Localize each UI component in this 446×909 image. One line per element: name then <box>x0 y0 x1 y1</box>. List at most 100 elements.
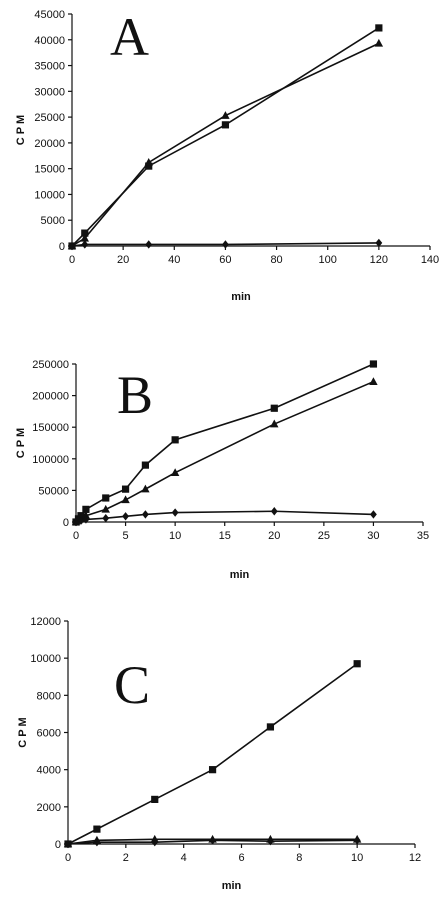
data-point-diamond <box>370 510 377 519</box>
y-tick-label: 25000 <box>34 112 65 124</box>
y-tick-label: 200000 <box>32 391 69 403</box>
x-tick-label: 20 <box>117 254 129 266</box>
y-axis-label: C P M <box>15 115 27 145</box>
series-line <box>67 839 358 845</box>
chart-panel-a: 0 5000 10000 15000 20000 25000 30000 35000 40000… <box>15 7 439 303</box>
series-line <box>67 663 358 845</box>
y-tick-label: 35000 <box>34 61 65 73</box>
x-axis-label: min <box>230 569 250 581</box>
x-tick-label: 12 <box>409 852 421 864</box>
chart-panel-b: 0 50000 100000 150000 200000 250000 0 5 10 15 20 25… <box>15 359 429 581</box>
data-point-diamond <box>151 837 159 847</box>
y-tick-label: 10000 <box>30 653 61 665</box>
data-point-diamond <box>171 508 179 517</box>
series-diamond <box>72 507 377 527</box>
panel-letter: B <box>117 365 153 425</box>
y-tick-label: 8000 <box>37 690 61 702</box>
x-tick-label: 15 <box>219 530 231 542</box>
data-point-triangle <box>101 504 110 513</box>
chart-panel-c: 0 2000 4000 6000 8000 10000 12000 0 2 4 6 8 10 12 min C… <box>17 616 421 892</box>
data-point-diamond <box>68 241 76 251</box>
x-axis-label: min <box>231 291 251 303</box>
x-tick-label: 8 <box>296 852 302 864</box>
data-point-square <box>141 461 149 469</box>
data-point-diamond <box>270 507 278 516</box>
y-tick-label: 0 <box>63 517 69 529</box>
x-tick-label: 6 <box>238 852 244 864</box>
data-point-square <box>93 825 101 833</box>
x-tick-label: 60 <box>219 254 231 266</box>
x-tick-label: 40 <box>168 254 180 266</box>
data-point-square <box>270 404 278 412</box>
series-square <box>64 660 361 848</box>
data-point-triangle <box>121 495 130 504</box>
data-point-triangle <box>221 111 230 119</box>
y-axis-label: C P M <box>17 717 29 747</box>
data-point-diamond <box>122 512 129 521</box>
y-tick-label: 30000 <box>34 86 65 98</box>
x-tick-label: 4 <box>181 852 187 864</box>
data-point-square <box>375 24 383 32</box>
y-tick-label: 40000 <box>34 35 65 47</box>
x-tick-label: 0 <box>73 530 79 542</box>
data-point-diamond <box>222 240 229 249</box>
data-point-square <box>121 485 130 493</box>
x-tick-label: 10 <box>169 530 181 542</box>
data-point-square <box>208 766 217 774</box>
series-line <box>71 42 380 247</box>
y-tick-label: 4000 <box>37 765 61 777</box>
data-point-square <box>369 360 378 368</box>
x-tick-label: 140 <box>421 254 439 266</box>
series-diamond <box>68 238 383 251</box>
y-tick-label: 2000 <box>37 802 61 814</box>
y-tick-label: 5000 <box>41 215 65 227</box>
y-tick-label: 10000 <box>34 189 65 201</box>
data-point-diamond <box>353 836 361 845</box>
data-point-square <box>171 436 179 444</box>
x-tick-label: 100 <box>319 254 337 266</box>
series-line <box>75 510 374 523</box>
x-axis-label: min <box>222 880 242 892</box>
data-point-triangle <box>369 377 378 385</box>
y-tick-label: 12000 <box>30 616 61 628</box>
data-point-triangle <box>141 484 150 493</box>
data-point-diamond <box>93 837 101 847</box>
data-point-diamond <box>142 510 149 519</box>
data-point-triangle <box>144 157 153 166</box>
y-axis-label: C P M <box>15 428 27 458</box>
data-point-diamond <box>64 839 72 849</box>
data-point-diamond <box>77 516 85 525</box>
data-point-diamond <box>375 238 383 248</box>
y-tick-label: 15000 <box>34 164 65 176</box>
data-point-diamond <box>102 514 110 523</box>
series-diamond <box>64 836 361 849</box>
data-point-square <box>221 121 230 129</box>
y-tick-label: 20000 <box>34 138 65 150</box>
y-tick-label: 100000 <box>32 454 69 466</box>
data-point-diamond <box>82 515 90 524</box>
y-tick-label: 45000 <box>34 9 65 21</box>
data-point-square <box>102 494 110 502</box>
x-tick-label: 5 <box>123 530 129 542</box>
data-point-triangle <box>80 233 89 242</box>
x-tick-label: 0 <box>69 254 75 266</box>
data-point-square <box>353 660 361 668</box>
series-line <box>67 838 358 845</box>
data-point-diamond <box>145 240 153 249</box>
x-tick-label: 2 <box>123 852 129 864</box>
data-point-triangle <box>170 468 180 477</box>
x-tick-label: 35 <box>417 530 429 542</box>
data-point-square <box>81 229 89 237</box>
y-tick-label: 50000 <box>38 485 69 497</box>
data-point-diamond <box>81 240 89 249</box>
y-tick-label: 150000 <box>32 422 69 434</box>
data-point-square <box>82 505 90 513</box>
data-point-square <box>151 795 159 803</box>
x-tick-label: 120 <box>370 254 388 266</box>
y-tick-label: 6000 <box>37 728 61 740</box>
panel-letter: C <box>114 655 150 715</box>
series-triangle <box>67 38 384 250</box>
x-tick-label: 30 <box>367 530 379 542</box>
data-point-triangle <box>81 511 91 519</box>
